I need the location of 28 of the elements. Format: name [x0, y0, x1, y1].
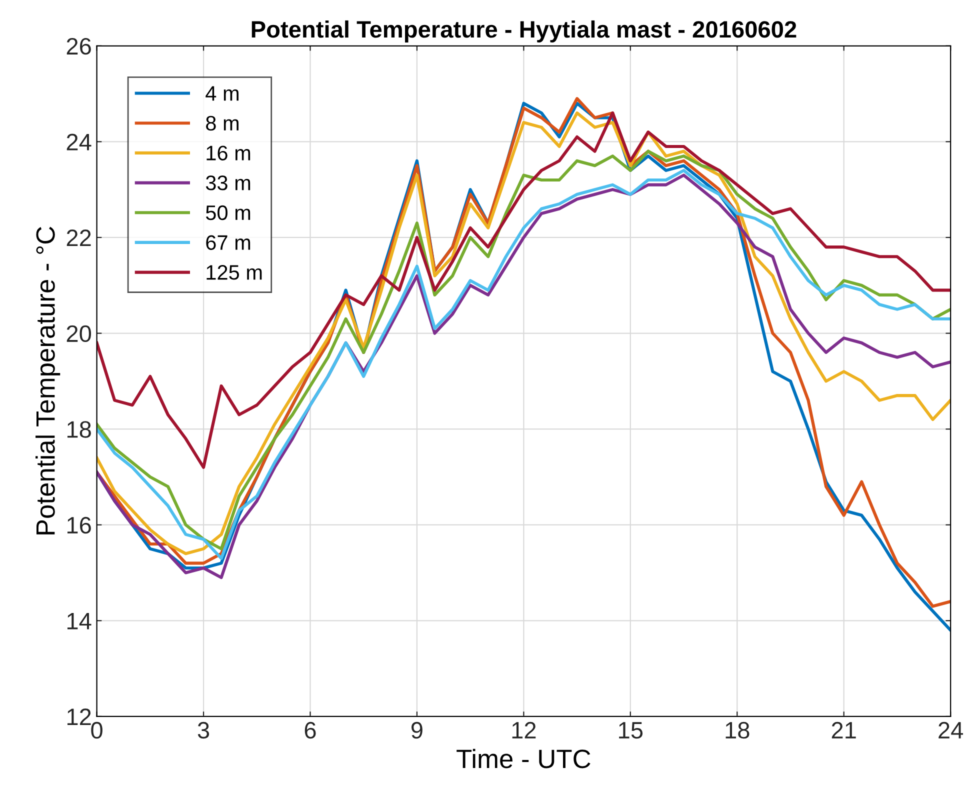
legend-label: 67 m	[206, 235, 250, 250]
y-tick-label: 18	[67, 421, 91, 438]
y-tick-label: 26	[66, 38, 91, 55]
x-tick-label: 9	[412, 722, 422, 739]
legend-label: 16 m	[206, 146, 250, 160]
y-tick-label: 12	[67, 708, 91, 726]
legend-label: 8 m	[206, 116, 238, 131]
x-tick-label: 24	[938, 722, 964, 738]
x-tick-label: 18	[726, 722, 750, 739]
y-tick-label: 20	[66, 325, 92, 342]
x-axis-title: Time - UTC	[456, 748, 590, 768]
legend-label: 33 m	[206, 176, 250, 190]
legend-label: 50 m	[206, 205, 250, 220]
y-axis-title: Potential Temperature - °C	[36, 226, 60, 534]
x-tick-label: 0	[91, 722, 102, 739]
x-tick-label: 21	[832, 722, 856, 738]
x-tick-label: 6	[304, 722, 316, 739]
line-series	[96, 111, 951, 469]
legend-label: 4 m	[206, 86, 238, 101]
legend-label: 125 m	[206, 265, 262, 280]
y-tick-label: 24	[66, 134, 92, 150]
x-tick-label: 3	[198, 722, 210, 739]
x-tick-label: 12	[512, 722, 536, 738]
x-tick-label: 15	[619, 722, 643, 739]
y-tick-label: 14	[67, 612, 92, 630]
y-tick-label: 22	[66, 230, 91, 246]
chart-title: Potential Temperature - Hyytiala mast - 20160602	[252, 20, 796, 42]
y-tick-label: 16	[67, 516, 91, 534]
